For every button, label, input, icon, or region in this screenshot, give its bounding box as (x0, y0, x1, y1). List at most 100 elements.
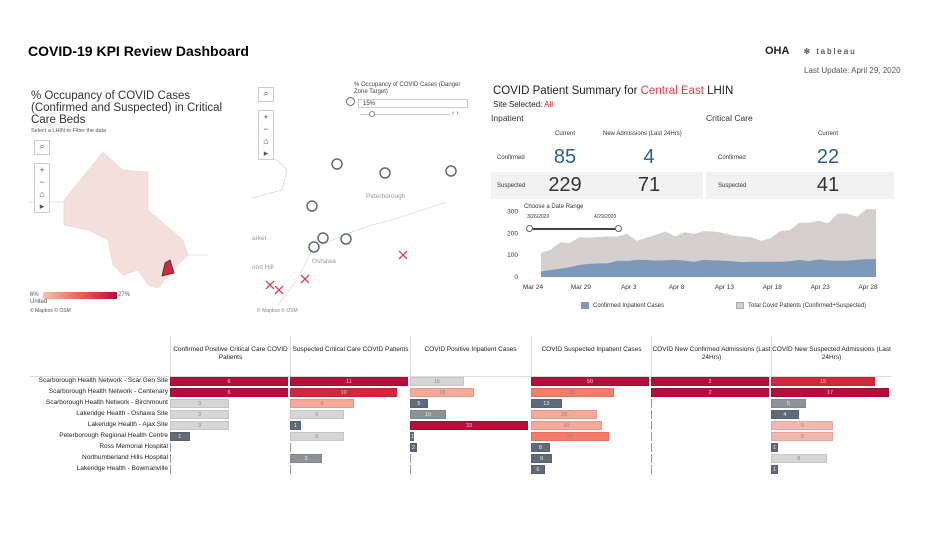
table-bar[interactable]: 10 (410, 410, 446, 419)
table-bar[interactable]: 0 (170, 454, 175, 463)
table-bar[interactable]: 13 (531, 399, 562, 408)
confirmed-label: Confirmed (718, 155, 746, 161)
inpatient-suspected-new: 71 (637, 174, 661, 196)
map-search-button[interactable]: ⌕ (258, 87, 274, 102)
slider-handle[interactable] (369, 111, 375, 117)
map-zoom-controls[interactable]: + − ⌂ ▸ (34, 163, 50, 213)
table-bar[interactable]: 9 (531, 454, 553, 463)
column-header[interactable]: COVID New Suspected Admissions (Last 24H… (771, 336, 891, 376)
row-label[interactable]: Peterborough Regional Health Centre (59, 432, 168, 439)
date-range-start-handle[interactable] (526, 225, 533, 232)
table-bar[interactable]: 0 (651, 399, 656, 408)
table-bar[interactable]: 5 (771, 399, 806, 408)
table-bar[interactable]: 28 (531, 410, 598, 419)
row-label[interactable]: Scarborough Health Network - Centenary (48, 388, 168, 395)
table-bar[interactable]: 50 (531, 377, 649, 386)
zoom-out-icon[interactable]: − (39, 177, 45, 187)
area-series-1[interactable] (541, 259, 876, 277)
column-header[interactable]: Suspected Critical Care COVID Patients (290, 336, 410, 376)
table-bar[interactable]: 33 (531, 432, 609, 441)
table-bar[interactable]: 0 (410, 454, 415, 463)
row-label[interactable]: Lakeridge Health - Ajax Site (87, 421, 168, 428)
map-search-button[interactable]: ⌕ (34, 140, 50, 155)
table-bar[interactable]: 0 (651, 465, 656, 474)
table-bar[interactable]: 8 (531, 443, 550, 452)
table-bar[interactable]: 6 (290, 399, 355, 408)
row-label[interactable]: Ross Memorial Hospital (99, 443, 168, 450)
ontario-map[interactable] (28, 140, 250, 290)
table-bar[interactable]: 10 (290, 388, 398, 397)
table-bar[interactable]: 3 (290, 454, 323, 463)
site-map[interactable]: Peterborough arket ond Hill Oshawa © Map… (252, 120, 470, 315)
home-icon[interactable]: ⌂ (39, 189, 45, 199)
table-bar[interactable]: 33 (410, 421, 528, 430)
play-icon[interactable]: ▸ (39, 201, 45, 211)
table-bar[interactable]: 1 (771, 465, 778, 474)
zoom-in-icon[interactable]: + (39, 165, 45, 175)
table-bar[interactable]: 4 (771, 410, 799, 419)
legend-confirmed: Confirmed Inpatient Cases (581, 302, 664, 309)
table-bar[interactable]: 0 (290, 465, 295, 474)
date-range-end-handle[interactable] (615, 225, 622, 232)
zoom-out-icon[interactable]: − (263, 124, 269, 134)
table-bar[interactable]: 5 (290, 410, 344, 419)
column-header[interactable]: COVID Suspected Inpatient Cases (531, 336, 651, 376)
row-label[interactable]: Scarborough Health Network - Birchmount (45, 399, 168, 406)
zoom-in-icon[interactable]: + (263, 112, 269, 122)
table-bar[interactable]: 5 (290, 432, 344, 441)
table-bar[interactable]: 2 (651, 377, 769, 386)
x-tick-label: Apr 28 (858, 284, 878, 291)
table-bar[interactable]: 2 (651, 388, 769, 397)
inpatient-confirmed-current: 85 (553, 146, 577, 168)
area-series-0[interactable] (541, 209, 876, 277)
table-bar[interactable]: 8 (771, 454, 827, 463)
table-bar[interactable]: 1 (771, 443, 778, 452)
table-bar[interactable]: 3 (170, 399, 229, 408)
column-header[interactable]: Confirmed Positive Critical Care COVID P… (170, 336, 290, 376)
table-bar[interactable]: 18 (410, 388, 475, 397)
date-range-slider[interactable] (530, 228, 618, 230)
table-bar[interactable]: 0 (651, 410, 656, 419)
table-bar[interactable]: 0 (651, 454, 656, 463)
table-bar[interactable]: 15 (771, 377, 876, 386)
table-bar[interactable]: 35 (531, 388, 614, 397)
table-bar[interactable]: 0 (290, 443, 295, 452)
row-label[interactable]: Lakeridge Health - Oshawa Site (76, 410, 168, 417)
table-bar[interactable]: 9 (771, 432, 834, 441)
slider-step-buttons[interactable]: ‹ › (452, 110, 459, 117)
table-bar[interactable]: 1 (290, 421, 301, 430)
row-label[interactable]: Northumberland Hills Hospital (82, 454, 168, 461)
column-header[interactable]: COVID New Confirmed Admissions (Last 24H… (651, 336, 771, 376)
play-icon[interactable]: ▸ (263, 148, 269, 158)
table-bar[interactable]: 6 (170, 377, 288, 386)
table-bar[interactable]: 1 (170, 432, 190, 441)
table-bar[interactable]: 11 (290, 377, 408, 386)
table-bar[interactable]: 3 (170, 421, 229, 430)
table-bar[interactable]: 1 (410, 432, 415, 441)
table-bar[interactable]: 0 (651, 421, 656, 430)
table-bar[interactable]: 0 (170, 443, 175, 452)
map-zoom-controls[interactable]: + − ⌂ ▸ (258, 110, 274, 160)
table-bar[interactable]: 2 (410, 443, 418, 452)
lhin-region[interactable] (63, 151, 189, 289)
danger-zone-slider[interactable] (360, 114, 450, 115)
table-bar[interactable]: 5 (410, 399, 428, 408)
table-bar[interactable]: 17 (771, 388, 889, 397)
row-label[interactable]: Lakeridge Health - Bowmanville (76, 465, 168, 472)
central-east-lhin[interactable] (161, 259, 175, 277)
table-bar[interactable]: 0 (651, 443, 656, 452)
table-bar[interactable]: 15 (410, 377, 464, 386)
table-bar[interactable]: 0 (170, 465, 175, 474)
table-bar[interactable]: 6 (170, 388, 288, 397)
table-bar[interactable]: 30 (531, 421, 602, 430)
table-bar[interactable]: 0 (410, 465, 415, 474)
home-icon[interactable]: ⌂ (263, 136, 269, 146)
table-bar[interactable]: 3 (170, 410, 229, 419)
column-header[interactable]: COVID Positive Inpatient Cases (410, 336, 530, 376)
table-bar[interactable]: 6 (531, 465, 546, 474)
last-update: Last Update: April 29, 2020 (804, 66, 901, 75)
danger-zone-input[interactable]: 15% (358, 99, 468, 108)
row-label[interactable]: Scarborough Health Network - Scar.Gen Si… (38, 377, 168, 384)
table-bar[interactable]: 9 (771, 421, 834, 430)
table-bar[interactable]: 0 (651, 432, 656, 441)
